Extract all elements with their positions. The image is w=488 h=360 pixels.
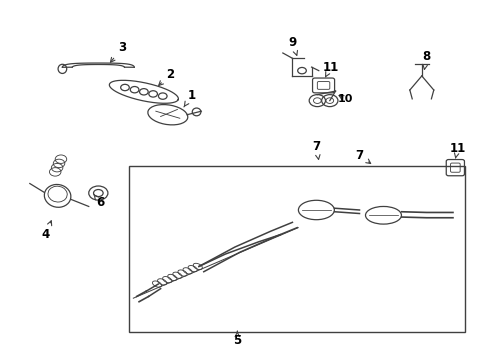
Bar [129,166,464,332]
Text: 1: 1 [183,89,196,107]
Text: 7: 7 [355,149,370,163]
Text: 2: 2 [159,68,174,85]
Text: 9: 9 [288,36,297,55]
Text: 3: 3 [110,41,126,62]
Text: 11: 11 [322,60,338,77]
Text: 8: 8 [422,50,430,69]
Text: 11: 11 [448,142,465,158]
Text: 10: 10 [337,94,352,104]
Text: 4: 4 [41,221,52,241]
Text: 5: 5 [233,331,241,347]
Text: 7: 7 [312,140,320,159]
Text: 6: 6 [94,194,104,210]
